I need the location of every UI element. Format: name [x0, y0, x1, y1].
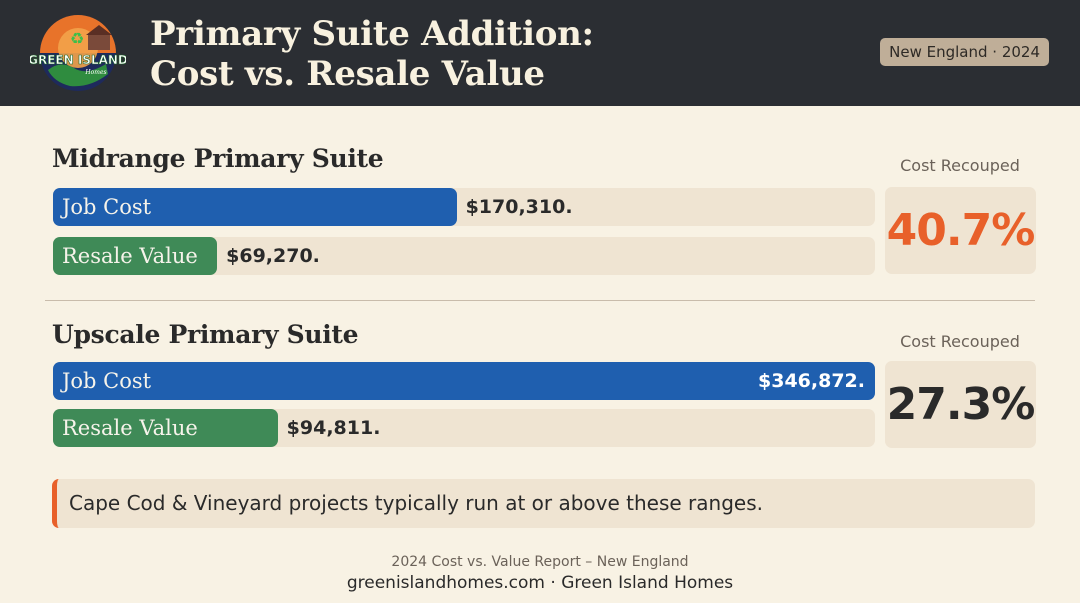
midrange-job-cost-value: $170,310.	[465, 196, 573, 218]
midrange-resale-label: Resale Value	[62, 244, 198, 268]
header-banner: ♻ GREEN ISLAND Homes Primary Suite Addit…	[0, 0, 1080, 106]
midrange-resale-track: Resale Value $69,270.	[53, 237, 875, 275]
upscale-job-cost-label: Job Cost	[62, 369, 152, 393]
upscale-resale-track: Resale Value $94,811.	[53, 409, 875, 447]
midrange-job-cost-bar: Job Cost	[53, 188, 457, 226]
midrange-recoup-value: 40.7%	[885, 187, 1036, 274]
svg-text:♻: ♻	[70, 29, 84, 48]
upscale-recoup-value: 27.3%	[885, 361, 1036, 448]
midrange-job-cost-track: Job Cost $170,310.	[53, 188, 875, 226]
region-year-badge: New England · 2024	[880, 38, 1049, 66]
midrange-resale-bar: Resale Value	[53, 237, 218, 275]
svg-text:GREEN ISLAND: GREEN ISLAND	[30, 53, 126, 67]
title-line-1: Primary Suite Addition:	[150, 14, 594, 54]
regional-note: Cape Cod & Vineyard projects typically r…	[52, 479, 1035, 528]
midrange-resale-value: $69,270.	[226, 245, 320, 267]
page-title: Primary Suite Addition: Cost vs. Resale …	[150, 14, 594, 94]
svg-text:Homes: Homes	[84, 69, 106, 76]
upscale-recoup-label: Cost Recouped	[900, 332, 1020, 351]
upscale-resale-value: $94,811.	[286, 417, 381, 439]
upscale-job-cost-bar: Job Cost	[53, 362, 875, 400]
upscale-resale-label: Resale Value	[62, 416, 198, 440]
midrange-job-cost-label: Job Cost	[62, 195, 152, 219]
green-island-homes-logo: ♻ GREEN ISLAND Homes	[30, 15, 126, 91]
upscale-job-cost-value: $346,872.	[758, 370, 865, 392]
title-line-2: Cost vs. Resale Value	[150, 54, 545, 94]
midrange-recoup-label: Cost Recouped	[900, 156, 1020, 175]
upscale-job-cost-track: Job Cost $346,872.	[53, 362, 875, 400]
upscale-resale-bar: Resale Value	[53, 409, 278, 447]
midrange-section-title: Midrange Primary Suite	[52, 144, 384, 173]
footer-site: greenislandhomes.com · Green Island Home…	[346, 573, 734, 593]
upscale-section-title: Upscale Primary Suite	[52, 320, 359, 349]
footer-source: 2024 Cost vs. Value Report – New England	[391, 554, 689, 570]
section-divider	[45, 300, 1035, 301]
